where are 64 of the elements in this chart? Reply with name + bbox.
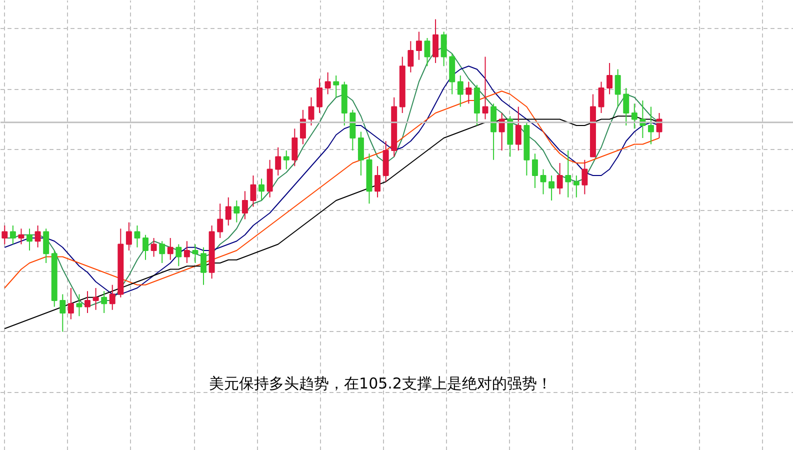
candlestick <box>283 150 290 170</box>
candlestick <box>292 128 298 167</box>
candlestick <box>60 294 66 332</box>
candlestick <box>234 200 240 223</box>
candlestick <box>134 225 140 248</box>
candlestick <box>374 166 381 198</box>
candlestick <box>457 75 464 108</box>
candlestick <box>515 106 522 151</box>
candlestick <box>34 225 41 248</box>
candlestick <box>440 31 447 67</box>
candlestick <box>167 238 174 260</box>
candlestick <box>76 294 82 317</box>
candlestick <box>92 288 99 310</box>
candlestick <box>225 196 232 226</box>
candlestick <box>150 238 157 258</box>
candlestick <box>358 131 364 176</box>
candlestick <box>275 146 282 176</box>
candlestick <box>266 159 273 198</box>
candlestick <box>598 81 604 114</box>
candlestick <box>192 244 198 264</box>
candlestick <box>101 290 108 314</box>
candlestick <box>142 234 148 260</box>
candlestick <box>43 228 50 264</box>
candlestick <box>466 81 472 104</box>
candlestick <box>258 178 265 201</box>
candlestick <box>573 175 580 198</box>
candlestick <box>424 38 430 67</box>
candlestick <box>2 225 8 245</box>
candlestick <box>532 153 538 188</box>
candlestick <box>432 18 439 64</box>
candlestick <box>498 112 505 151</box>
candlestick <box>333 75 340 98</box>
candlestick <box>159 240 166 264</box>
candlestick <box>176 244 182 267</box>
candlestick <box>416 31 422 60</box>
candlestick <box>300 109 306 145</box>
candlestick <box>68 288 74 320</box>
candlestick <box>126 222 132 251</box>
candlestick <box>623 88 630 126</box>
candlestick <box>184 240 190 264</box>
candlestick <box>582 159 588 195</box>
candlestick <box>631 103 638 130</box>
candlestick <box>250 175 256 208</box>
candlestick <box>217 203 224 238</box>
candlestick <box>324 72 331 95</box>
candlestick <box>614 68 621 108</box>
candlestick <box>408 40 414 73</box>
candlestick <box>10 225 16 245</box>
candlestick <box>556 162 563 195</box>
candlestick <box>308 96 314 126</box>
candlestick <box>200 246 206 286</box>
candlestick <box>548 175 555 201</box>
candlestick <box>482 56 488 120</box>
candlestick <box>84 290 90 314</box>
text: 美元保持多头趋势，在105.2支撑上是绝对的强势！ <box>209 374 552 392</box>
candlestick <box>565 150 572 198</box>
candlestick <box>316 78 323 114</box>
candlestick <box>540 168 546 195</box>
candlestick <box>26 228 32 251</box>
candlestick <box>109 284 116 310</box>
candlestick <box>242 190 248 220</box>
candlestick <box>648 106 654 145</box>
candlestick <box>18 228 24 245</box>
candlestick <box>606 62 613 95</box>
